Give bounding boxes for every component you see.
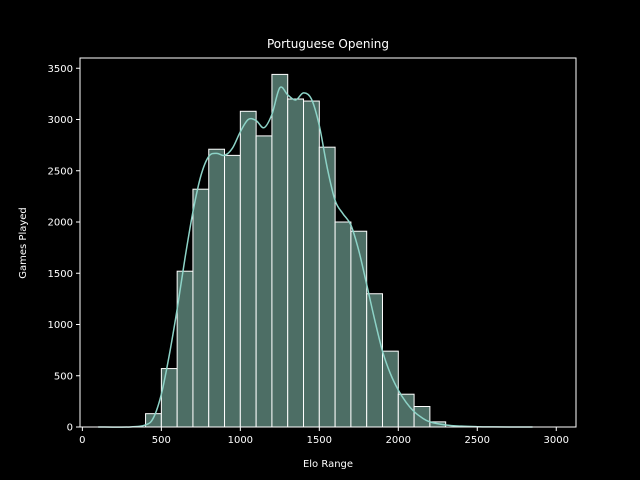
x-tick-label: 2000 <box>386 435 411 446</box>
histogram-bar <box>381 350 399 428</box>
x-tick-label: 1500 <box>307 435 332 446</box>
histogram-bar <box>208 148 226 428</box>
y-axis-label: Games Played <box>18 207 29 279</box>
histogram-bar <box>303 100 320 428</box>
histogram-bar <box>413 406 431 428</box>
x-tick-label: 2500 <box>465 435 490 446</box>
y-tick-label: 0 <box>67 423 73 434</box>
x-axis-label: Elo Range <box>303 459 353 470</box>
y-tick-label: 1000 <box>48 320 73 331</box>
y-tick-label: 3000 <box>48 115 73 126</box>
histogram-bar <box>192 188 210 428</box>
histogram-bar <box>334 221 352 428</box>
histogram-bar <box>350 230 368 428</box>
histogram-bar <box>224 154 241 428</box>
histogram-bar <box>397 393 415 428</box>
x-tick-label: 500 <box>152 435 171 446</box>
histogram-bar <box>145 413 162 428</box>
x-tick-label: 0 <box>79 435 85 446</box>
y-axis-ticks: 0 500 1000 1500 2000 2500 3000 3500 <box>48 64 80 434</box>
histogram-bars <box>145 73 447 428</box>
chart-title: Portuguese Opening <box>267 37 389 51</box>
y-tick-label: 2000 <box>48 218 73 229</box>
histogram-bar <box>255 135 273 428</box>
y-tick-label: 500 <box>54 371 73 382</box>
histogram-bar <box>271 73 289 428</box>
y-tick-label: 1500 <box>48 269 73 280</box>
histogram-bar <box>239 110 257 428</box>
x-axis-ticks: 0 500 1000 1500 2000 2500 3000 <box>79 427 569 446</box>
y-tick-label: 2500 <box>48 166 73 177</box>
y-tick-label: 3500 <box>48 64 73 75</box>
x-tick-label: 1000 <box>228 435 253 446</box>
histogram-bar <box>160 368 178 428</box>
kde-curve <box>98 86 533 428</box>
histogram-bar <box>287 98 305 428</box>
histogram-bar <box>366 293 383 428</box>
plot-area-frame <box>79 57 577 428</box>
x-tick-label: 3000 <box>544 435 569 446</box>
